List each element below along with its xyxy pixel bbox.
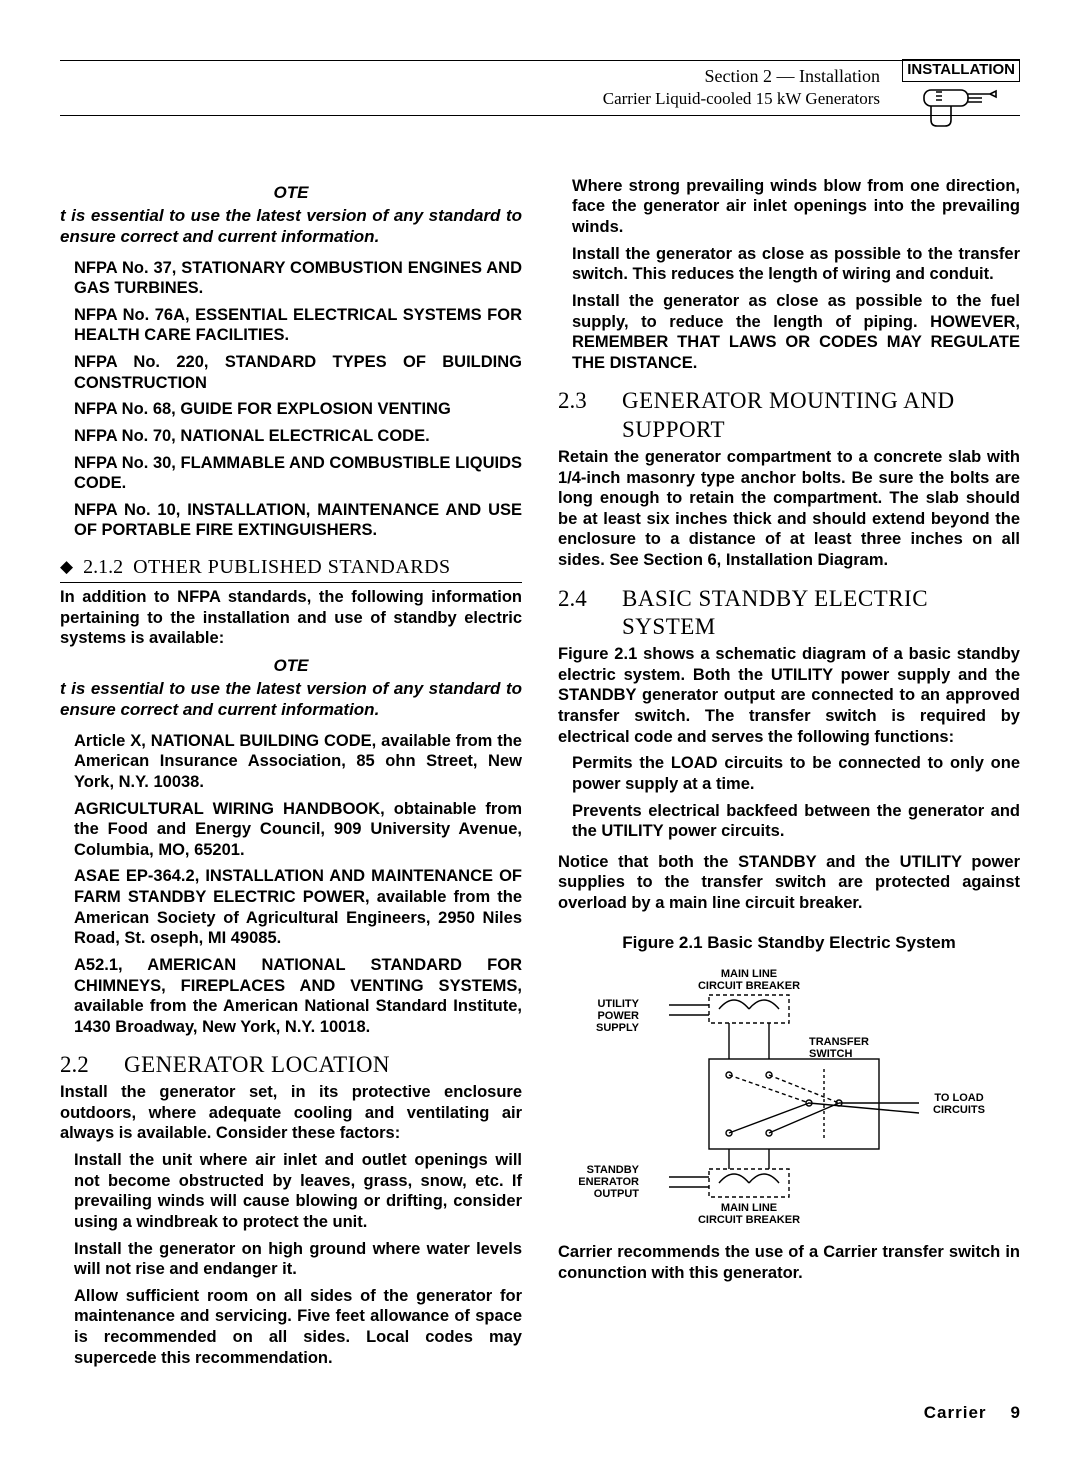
- nfpa-list: NFPA No. 37, STATIONARY COMBUSTION ENGIN…: [74, 258, 522, 542]
- section-23-body: Retain the generator compartment to a co…: [558, 447, 1020, 571]
- drill-icon: [902, 84, 1020, 132]
- list-item: Allow sufficient room on all sides of th…: [74, 1286, 522, 1369]
- note-heading: OTE: [60, 655, 522, 676]
- list-item: Install the unit where air inlet and out…: [74, 1150, 522, 1233]
- figure-title: Figure 2.1 Basic Standby Electric System: [558, 932, 1020, 953]
- svg-text:CIRCUIT BREAKER: CIRCUIT BREAKER: [698, 1214, 800, 1223]
- installation-label: INSTALLATION: [902, 59, 1020, 82]
- list-item: Install the generator as close as possib…: [572, 244, 1020, 285]
- list-item: Permits the LOAD circuits to be connecte…: [572, 753, 1020, 794]
- note-body: t is essential to use the latest version…: [60, 678, 522, 721]
- svg-text:POWER: POWER: [597, 1010, 639, 1022]
- svg-text:TRANSFER: TRANSFER: [809, 1036, 869, 1048]
- closing-paragraph: Carrier recommends the use of a Carrier …: [558, 1242, 1020, 1283]
- list-item: NFPA No. 220, STANDARD TYPES OF BUILDING…: [74, 352, 522, 393]
- list-item: NFPA No. 68, GUIDE FOR EXPLOSION VENTING: [74, 399, 522, 420]
- svg-text:GENERATOR: GENERATOR: [579, 1176, 639, 1188]
- section-22-list-continued: Where strong prevailing winds blow from …: [572, 176, 1020, 374]
- list-item: Install the generator as close as possib…: [572, 291, 1020, 374]
- footer-brand: Carrier: [924, 1402, 987, 1423]
- section-title: GENERATOR MOUNTING AND SUPPORT: [622, 387, 1020, 445]
- page-footer: Carrier 9: [60, 1402, 1020, 1423]
- list-item: AGRICULTURAL WIRING HANDBOOK, obtainable…: [74, 799, 522, 861]
- section-22-intro: Install the generator set, in its protec…: [60, 1082, 522, 1144]
- note-body: t is essential to use the latest version…: [60, 205, 522, 248]
- svg-text:TO LOAD: TO LOAD: [934, 1092, 983, 1104]
- header-text-block: Section 2 — Installation Carrier Liquid-…: [60, 65, 1000, 109]
- svg-text:OUTPUT: OUTPUT: [594, 1188, 640, 1200]
- subsection-title: OTHER PUBLISHED STANDARDS: [133, 555, 451, 580]
- section-title: GENERATOR LOCATION: [124, 1051, 390, 1080]
- section-24-p2: Notice that both the STANDBY and the UTI…: [558, 852, 1020, 914]
- svg-text:STANDBY: STANDBY: [587, 1164, 640, 1176]
- page-header: Section 2 — Installation Carrier Liquid-…: [60, 60, 1020, 116]
- section-24-list: Permits the LOAD circuits to be connecte…: [572, 753, 1020, 842]
- section-23-heading: 2.3 GENERATOR MOUNTING AND SUPPORT: [558, 387, 1020, 445]
- svg-text:MAIN LINE: MAIN LINE: [721, 1202, 777, 1214]
- list-item: NFPA No. 70, NATIONAL ELECTRICAL CODE.: [74, 426, 522, 447]
- list-item: NFPA No. 37, STATIONARY COMBUSTION ENGIN…: [74, 258, 522, 299]
- list-item: Where strong prevailing winds blow from …: [572, 176, 1020, 238]
- note-heading: OTE: [60, 182, 522, 203]
- list-item: Install the generator on high ground whe…: [74, 1239, 522, 1280]
- figure-2-1-diagram: MAIN LINE CIRCUIT BREAKER UTILITY: [558, 963, 1020, 1228]
- subsection-212-intro: In addition to NFPA standards, the follo…: [60, 587, 522, 649]
- svg-text:SUPPLY: SUPPLY: [596, 1022, 640, 1034]
- two-column-layout: OTE t is essential to use the latest ver…: [60, 176, 1020, 1379]
- list-item: Article X, NATIONAL BUILDING CODE, avail…: [74, 731, 522, 793]
- section-24-p1: Figure 2.1 shows a schematic diagram of …: [558, 644, 1020, 747]
- subtitle-line: Carrier Liquid-cooled 15 kW Generators: [60, 88, 1000, 109]
- left-column: OTE t is essential to use the latest ver…: [60, 176, 522, 1379]
- list-item: NFPA No. 76A, ESSENTIAL ELECTRICAL SYSTE…: [74, 305, 522, 346]
- svg-text:CIRCUIT BREAKER: CIRCUIT BREAKER: [698, 980, 800, 992]
- list-item: NFPA No. 10, INSTALLATION, MAINTENANCE A…: [74, 500, 522, 541]
- list-item: Prevents electrical backfeed between the…: [572, 801, 1020, 842]
- section-number: 2.3: [558, 387, 602, 416]
- subsection-212-heading: ◆ 2.1.2 OTHER PUBLISHED STANDARDS: [60, 555, 522, 583]
- list-item: NFPA No. 30, FLAMMABLE AND COMBUSTIBLE L…: [74, 453, 522, 494]
- diamond-icon: ◆: [60, 556, 73, 577]
- right-column: Where strong prevailing winds blow from …: [558, 176, 1020, 1379]
- list-item: ASAE EP-364.2, INSTALLATION AND MAINTENA…: [74, 866, 522, 949]
- subsection-number: 2.1.2: [83, 555, 123, 580]
- footer-page-number: 9: [1011, 1402, 1020, 1423]
- other-standards-list: Article X, NATIONAL BUILDING CODE, avail…: [74, 731, 522, 1038]
- section-number: 2.4: [558, 585, 602, 614]
- svg-text:MAIN LINE: MAIN LINE: [721, 968, 777, 980]
- section-22-heading: 2.2 GENERATOR LOCATION: [60, 1051, 522, 1080]
- svg-text:UTILITY: UTILITY: [597, 998, 639, 1010]
- list-item: A52.1, AMERICAN NATIONAL STANDARD FOR CH…: [74, 955, 522, 1038]
- section-22-list: Install the unit where air inlet and out…: [74, 1150, 522, 1368]
- section-24-heading: 2.4 BASIC STANDBY ELECTRIC SYSTEM: [558, 585, 1020, 643]
- svg-text:SWITCH: SWITCH: [809, 1048, 852, 1060]
- section-title: BASIC STANDBY ELECTRIC SYSTEM: [622, 585, 1020, 643]
- svg-text:CIRCUITS: CIRCUITS: [933, 1104, 985, 1116]
- installation-tag: INSTALLATION: [902, 58, 1020, 132]
- section-number: 2.2: [60, 1051, 104, 1080]
- section-line: Section 2 — Installation: [60, 65, 1000, 88]
